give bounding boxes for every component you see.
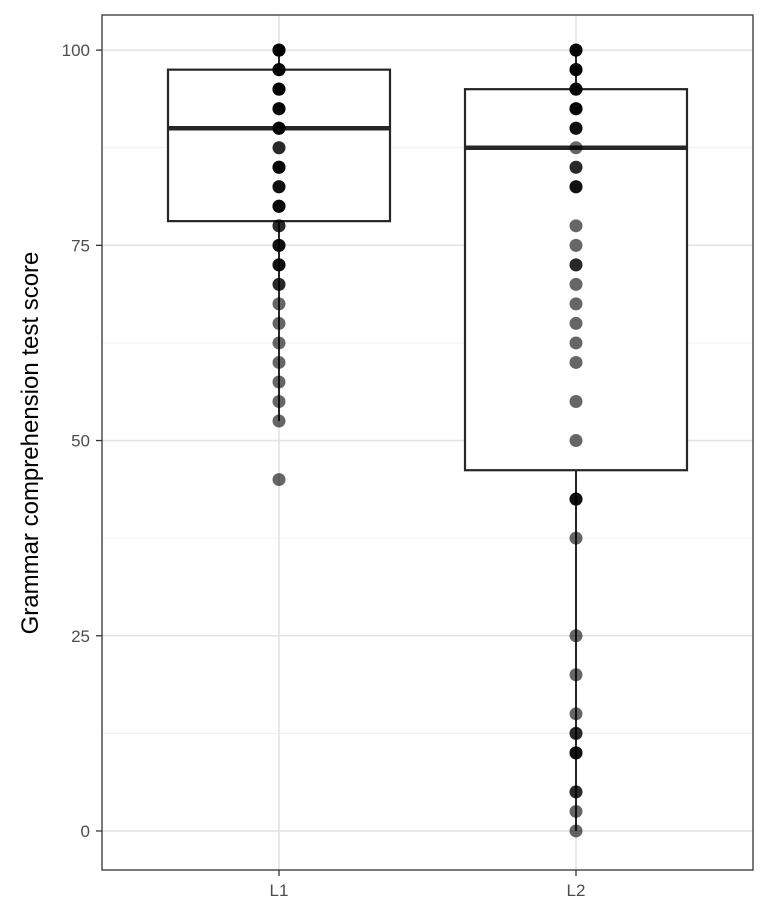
data-point: [570, 668, 583, 681]
data-point: [273, 356, 286, 369]
x-tick-label: L2: [567, 881, 586, 900]
data-point: [570, 297, 583, 310]
data-point: [570, 141, 583, 154]
data-point: [570, 493, 583, 506]
data-point: [570, 63, 583, 76]
data-point: [273, 473, 286, 486]
data-point: [570, 629, 583, 642]
data-point: [570, 434, 583, 447]
data-point: [570, 805, 583, 818]
data-point: [570, 219, 583, 232]
data-point: [570, 83, 583, 96]
data-point: [273, 239, 286, 252]
data-point: [570, 356, 583, 369]
data-point: [570, 180, 583, 193]
data-point: [273, 317, 286, 330]
data-point: [570, 44, 583, 57]
data-point: [570, 258, 583, 271]
data-point: [273, 219, 286, 232]
y-axis-title: Grammar comprehension test score: [17, 252, 44, 635]
y-tick-label: 50: [71, 432, 90, 451]
data-point: [273, 415, 286, 428]
data-point: [570, 239, 583, 252]
data-point: [570, 532, 583, 545]
data-point: [273, 63, 286, 76]
y-tick-label: 0: [81, 822, 90, 841]
y-axis: 0 25 50 75 100: [62, 41, 102, 841]
data-point: [273, 258, 286, 271]
y-tick-label: 75: [71, 236, 90, 255]
data-point: [273, 297, 286, 310]
x-axis: L1 L2: [270, 870, 586, 900]
data-point: [273, 161, 286, 174]
data-point: [273, 102, 286, 115]
data-point: [273, 44, 286, 57]
data-point: [273, 141, 286, 154]
data-point: [570, 824, 583, 837]
y-tick-label: 100: [62, 41, 90, 60]
data-point: [570, 707, 583, 720]
data-point: [570, 161, 583, 174]
data-point: [273, 375, 286, 388]
data-point: [570, 278, 583, 291]
data-point: [273, 180, 286, 193]
data-point: [570, 122, 583, 135]
data-point: [570, 102, 583, 115]
data-point: [273, 336, 286, 349]
data-point: [570, 336, 583, 349]
x-tick-label: L1: [270, 881, 289, 900]
data-point: [273, 200, 286, 213]
data-point: [570, 395, 583, 408]
data-point: [570, 746, 583, 759]
data-point: [273, 278, 286, 291]
data-point: [273, 83, 286, 96]
data-point: [273, 395, 286, 408]
data-point: [570, 785, 583, 798]
data-point: [273, 122, 286, 135]
data-point: [570, 727, 583, 740]
y-tick-label: 25: [71, 627, 90, 646]
data-point: [570, 317, 583, 330]
